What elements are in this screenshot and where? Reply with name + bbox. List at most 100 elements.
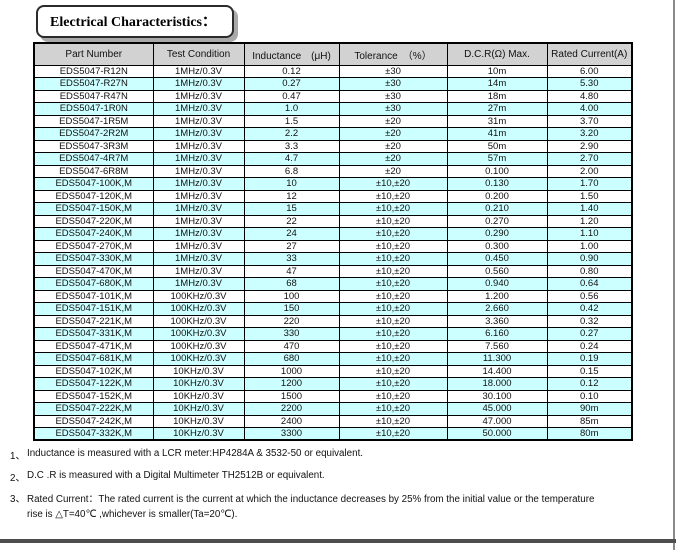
cell-test-condition: 1MHz/0.3V	[152, 239, 245, 253]
cell-dcr-max: 57m	[446, 152, 548, 166]
cell-test-condition: 100KHz/0.3V	[152, 302, 245, 316]
cell-dcr-max: 31m	[446, 114, 548, 128]
cell-rated-current: 1.20	[546, 214, 633, 228]
cell-dcr-max: 0.130	[446, 177, 548, 191]
cell-rated-current: 0.64	[546, 277, 633, 291]
table-row: EDS5047-221K,M 100KHz/0.3V 220 ±10,±20 3.360…	[33, 314, 633, 328]
cell-test-condition: 1MHz/0.3V	[152, 189, 245, 203]
cell-dcr-max: 1.200	[446, 289, 548, 303]
cell-part-number: EDS5047-R47N	[33, 89, 154, 103]
cell-tolerance: ±20	[338, 139, 448, 153]
cell-tolerance: ±10,±20	[338, 352, 448, 366]
cell-test-condition: 1MHz/0.3V	[152, 89, 245, 103]
col-header-dcr-max: D.C.R(Ω) Max.	[446, 42, 548, 66]
cell-rated-current: 0.80	[546, 264, 633, 278]
table-row: EDS5047-331K,M 100KHz/0.3V 330 ±10,±20 6.160…	[33, 327, 633, 341]
cell-part-number: EDS5047-R12N	[33, 64, 154, 78]
cell-part-number: EDS5047-100K,M	[33, 177, 154, 191]
cell-dcr-max: 0.940	[446, 277, 548, 291]
cell-rated-current: 1.40	[546, 202, 633, 216]
cell-test-condition: 100KHz/0.3V	[152, 327, 245, 341]
cell-test-condition: 1MHz/0.3V	[152, 77, 245, 91]
cell-inductance: 2200	[243, 402, 340, 416]
table-row: EDS5047-470K,M 1MHz/0.3V 47 ±10,±20 0.560 0.8…	[33, 264, 633, 278]
cell-rated-current: 0.24	[546, 339, 633, 353]
table-header-row: Part Number Test Condition Inductance (μ…	[33, 42, 633, 66]
table-row: EDS5047-150K,M 1MHz/0.3V 15 ±10,±20 0.210 1.4…	[33, 202, 633, 216]
cell-part-number: EDS5047-222K,M	[33, 402, 154, 416]
cell-test-condition: 1MHz/0.3V	[152, 164, 245, 178]
table-row: EDS5047-471K,M 100KHz/0.3V 470 ±10,±20 7.560…	[33, 339, 633, 353]
cell-tolerance: ±10,±20	[338, 277, 448, 291]
col-header-inductance: Inductance (μH)	[243, 42, 340, 66]
cell-inductance: 10	[243, 177, 340, 191]
cell-part-number: EDS5047-152K,M	[33, 389, 154, 403]
cell-rated-current: 90m	[546, 402, 633, 416]
cell-test-condition: 1MHz/0.3V	[152, 227, 245, 241]
cell-tolerance: ±20	[338, 127, 448, 141]
cell-dcr-max: 50m	[446, 139, 548, 153]
page-border-right	[673, 0, 675, 550]
cell-rated-current: 5.30	[546, 77, 633, 91]
cell-dcr-max: 0.210	[446, 202, 548, 216]
cell-inductance: 4.7	[243, 152, 340, 166]
cell-inductance: 0.27	[243, 77, 340, 91]
cell-test-condition: 10KHz/0.3V	[152, 402, 245, 416]
cell-part-number: EDS5047-1R5M	[33, 114, 154, 128]
cell-tolerance: ±10,±20	[338, 427, 448, 441]
col-header-part-number: Part Number	[33, 42, 154, 66]
table-row: EDS5047-101K,M 100KHz/0.3V 100 ±10,±20 1.200…	[33, 289, 633, 303]
cell-rated-current: 80m	[546, 427, 633, 441]
cell-test-condition: 1MHz/0.3V	[152, 139, 245, 153]
cell-part-number: EDS5047-1R0N	[33, 102, 154, 116]
cell-part-number: EDS5047-270K,M	[33, 239, 154, 253]
cell-tolerance: ±30	[338, 64, 448, 78]
table-row: EDS5047-242K,M 10KHz/0.3V 2400 ±10,±20 47.00…	[33, 414, 633, 428]
cell-tolerance: ±10,±20	[338, 189, 448, 203]
cell-dcr-max: 50.000	[446, 427, 548, 441]
cell-rated-current: 2.00	[546, 164, 633, 178]
cell-part-number: EDS5047-221K,M	[33, 314, 154, 328]
cell-inductance: 2.2	[243, 127, 340, 141]
cell-tolerance: ±10,±20	[338, 327, 448, 341]
table-row: EDS5047-122K,M 10KHz/0.3V 1200 ±10,±20 18.00…	[33, 377, 633, 391]
cell-dcr-max: 14.400	[446, 364, 548, 378]
cell-tolerance: ±10,±20	[338, 414, 448, 428]
cell-part-number: EDS5047-331K,M	[33, 327, 154, 341]
cell-tolerance: ±10,±20	[338, 227, 448, 241]
cell-part-number: EDS5047-120K,M	[33, 189, 154, 203]
cell-tolerance: ±10,±20	[338, 177, 448, 191]
footnote-2: 2、 D.C .R is measured with a Digital Mul…	[10, 470, 670, 484]
table-row: EDS5047-1R5M 1MHz/0.3V 1.5 ±20 31m 3.70	[33, 114, 633, 128]
cell-test-condition: 1MHz/0.3V	[152, 277, 245, 291]
cell-inductance: 150	[243, 302, 340, 316]
cell-rated-current: 0.32	[546, 314, 633, 328]
cell-part-number: EDS5047-332K,M	[33, 427, 154, 441]
cell-test-condition: 100KHz/0.3V	[152, 289, 245, 303]
cell-inductance: 0.47	[243, 89, 340, 103]
electrical-characteristics-table: Part Number Test Condition Inductance (μ…	[33, 42, 633, 441]
table-row: EDS5047-R27N 1MHz/0.3V 0.27 ±30 14m 5.30	[33, 77, 633, 91]
cell-part-number: EDS5047-4R7M	[33, 152, 154, 166]
footnote-text-line1: Rated Current：The rated current is the c…	[27, 494, 595, 505]
cell-test-condition: 1MHz/0.3V	[152, 102, 245, 116]
cell-test-condition: 1MHz/0.3V	[152, 177, 245, 191]
cell-dcr-max: 0.200	[446, 189, 548, 203]
table-row: EDS5047-100K,M 1MHz/0.3V 10 ±10,±20 0.130 1.7…	[33, 177, 633, 191]
cell-tolerance: ±10,±20	[338, 239, 448, 253]
cell-inductance: 1000	[243, 364, 340, 378]
table-body: EDS5047-R12N 1MHz/0.3V 0.12 ±30 10m 6.00 EDS50…	[33, 64, 633, 441]
cell-inductance: 12	[243, 189, 340, 203]
table-row: EDS5047-151K,M 100KHz/0.3V 150 ±10,±20 2.660…	[33, 302, 633, 316]
col-header-test-condition: Test Condition	[152, 42, 245, 66]
cell-test-condition: 10KHz/0.3V	[152, 427, 245, 441]
cell-test-condition: 10KHz/0.3V	[152, 389, 245, 403]
cell-inductance: 470	[243, 339, 340, 353]
cell-rated-current: 85m	[546, 414, 633, 428]
footnote-number: 2、	[10, 472, 26, 484]
cell-part-number: EDS5047-681K,M	[33, 352, 154, 366]
cell-tolerance: ±10,±20	[338, 364, 448, 378]
cell-inductance: 3.3	[243, 139, 340, 153]
cell-rated-current: 0.56	[546, 289, 633, 303]
